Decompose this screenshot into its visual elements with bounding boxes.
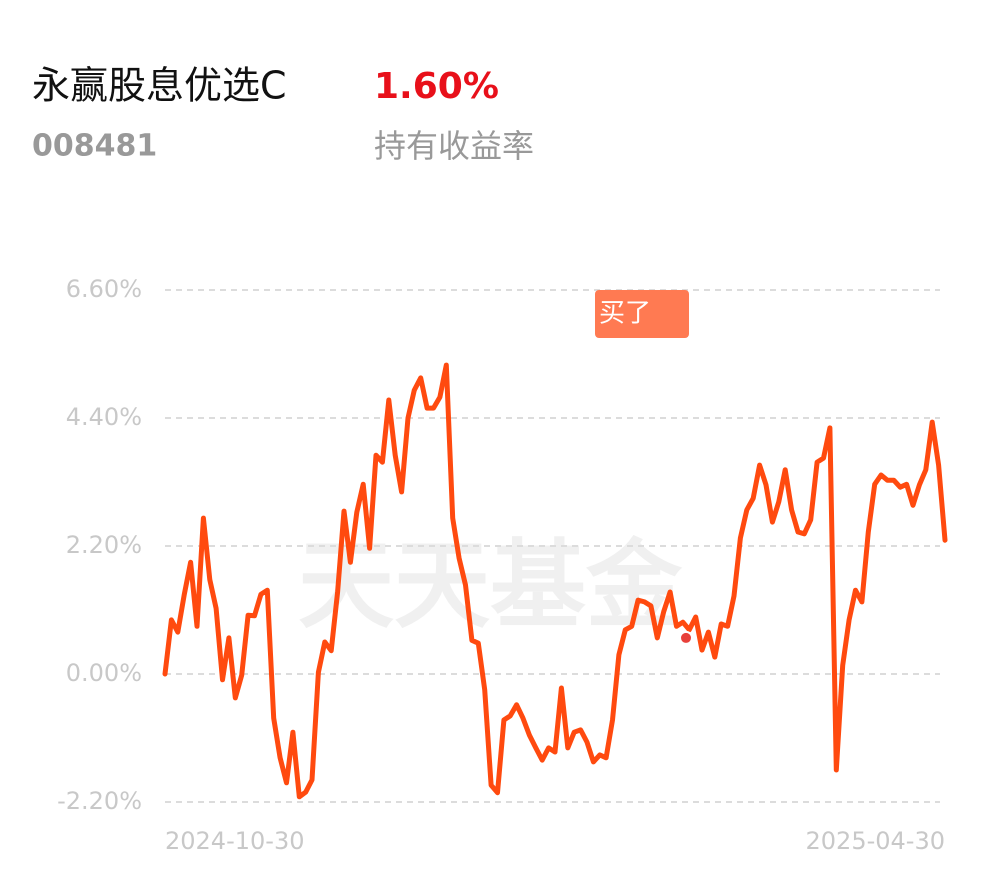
x-tick-label: 2025-04-30 (806, 827, 945, 855)
y-tick-label: 4.40% (66, 403, 142, 431)
fund-code: 008481 (32, 129, 157, 164)
x-tick-label: 2024-10-30 (165, 827, 304, 855)
y-tick-label: 2.20% (66, 531, 142, 559)
fund-name: 永赢股息优选C (32, 64, 287, 108)
annotation-point (679, 630, 693, 645)
annotation-box (595, 290, 689, 338)
watermark: 天天基金 (298, 529, 683, 641)
y-tick-label: 0.00% (66, 659, 142, 687)
y-tick-label: -2.20% (57, 787, 142, 815)
y-tick-label: 6.60% (66, 275, 142, 303)
line (162, 362, 948, 800)
return-label: 持有收益率 (374, 127, 534, 165)
annotation-label: 买了 (599, 299, 651, 329)
return-value: 1.60% (374, 66, 499, 107)
